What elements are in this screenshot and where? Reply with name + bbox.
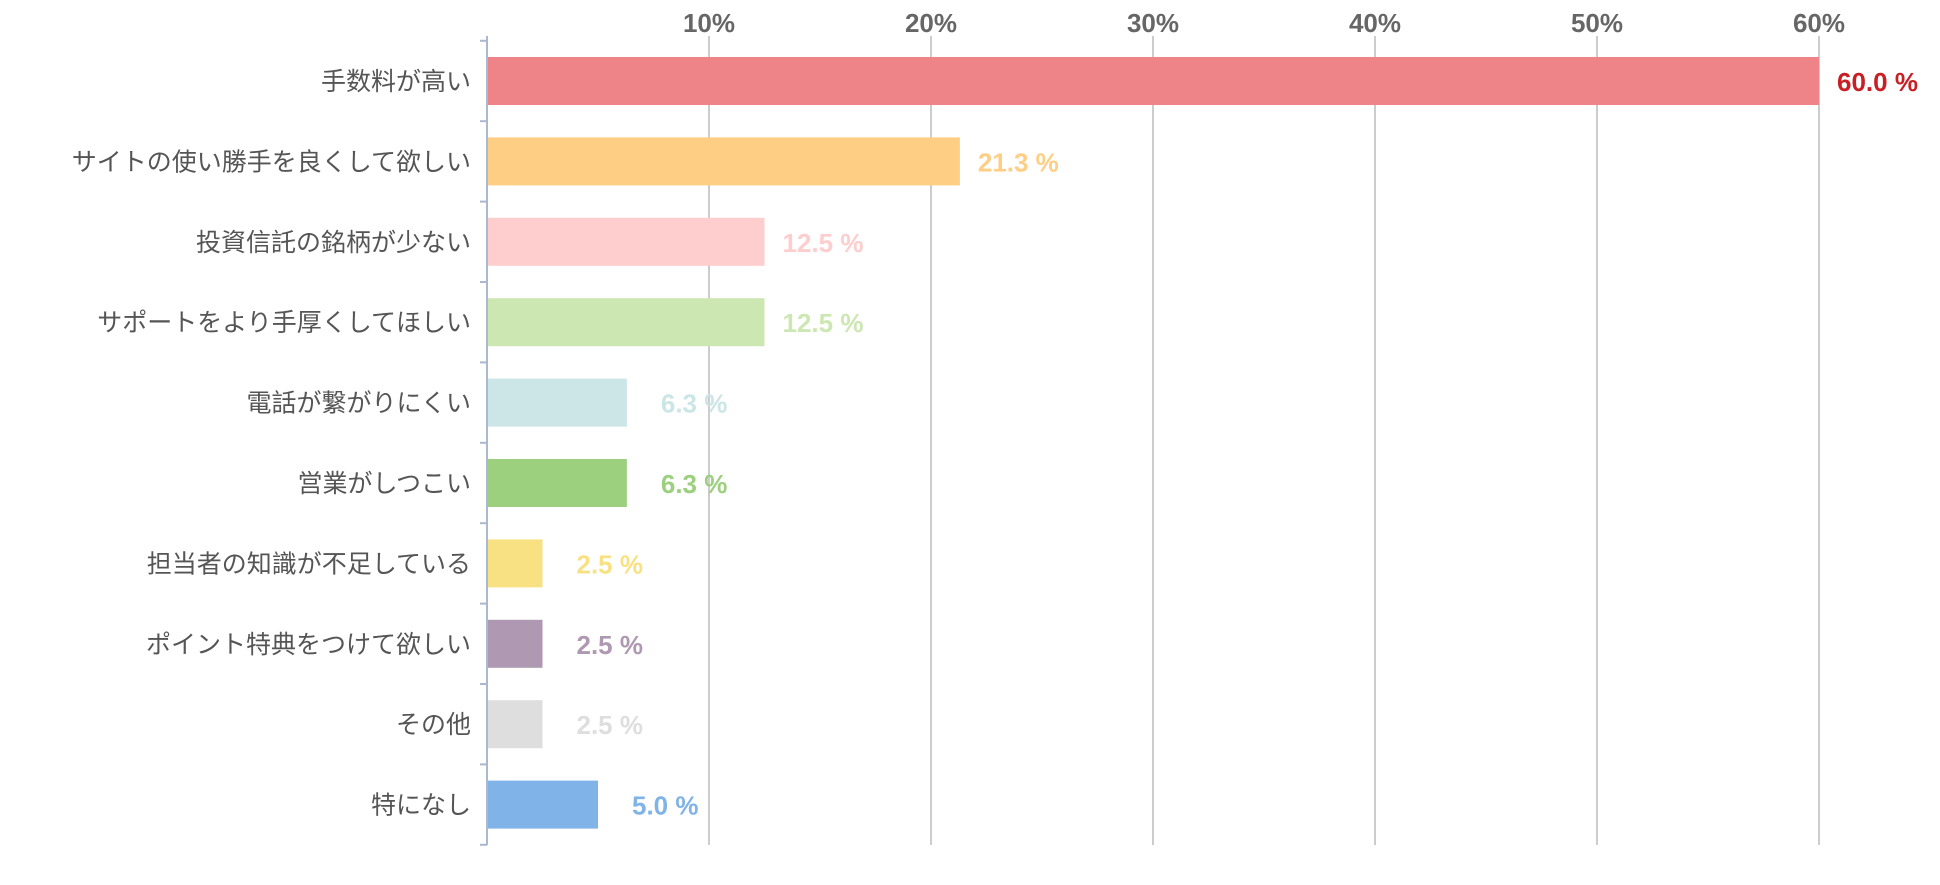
x-tick-label: 40% [1349, 8, 1401, 38]
category-label: 電話が繋がりにくい [246, 389, 471, 418]
bar [488, 700, 543, 749]
value-label: 21.3 % [978, 147, 1059, 177]
category-label: 手数料が高い [321, 67, 471, 96]
y-axis [480, 36, 488, 846]
x-tick-label: 10% [683, 8, 735, 38]
bar [488, 57, 1819, 105]
bar [488, 619, 543, 668]
value-label: 60.0 % [1837, 67, 1918, 97]
value-label: 2.5 % [577, 710, 644, 740]
value-labels: 60.0 % 21.3 % 12.5 % 12.5 % 6.3 % 6.3 % 2.5 % 2… [577, 67, 1918, 821]
value-label: 6.3 % [661, 469, 728, 499]
bar [488, 378, 627, 427]
category-label: 営業がしつこい [297, 469, 471, 498]
bar [488, 780, 598, 829]
category-label: 担当者の知識が不足している [147, 549, 471, 578]
category-label: サイトの使い勝手を良くして欲しい [72, 147, 471, 176]
value-label: 6.3 % [661, 389, 728, 419]
bar [488, 217, 765, 266]
bar [488, 459, 627, 507]
value-label: 2.5 % [577, 630, 644, 660]
bar [488, 298, 765, 347]
category-label: 投資信託の銘柄が少ない [196, 228, 471, 257]
x-tick-label: 20% [905, 8, 957, 38]
value-label: 12.5 % [783, 308, 864, 338]
x-tick-label: 50% [1571, 8, 1623, 38]
bar [488, 137, 960, 186]
value-label: 5.0 % [632, 791, 699, 821]
category-label: ポイント特典をつけて欲しい [146, 630, 471, 659]
value-label: 12.5 % [783, 228, 864, 258]
category-label: 特になし [371, 791, 471, 820]
bars [488, 57, 1819, 829]
category-labels: 手数料が高いサイトの使い勝手を良くして欲しい投資信託の銘柄が少ないサポートをより… [72, 67, 471, 820]
bar [488, 539, 543, 588]
category-label: その他 [396, 710, 471, 739]
category-label: サポートをより手厚くしてほしい [97, 308, 471, 337]
x-tick-label: 30% [1127, 8, 1179, 38]
value-label: 2.5 % [577, 549, 644, 579]
x-axis-ticks: 10% 20% 30% 40% 50% 60% [683, 8, 1845, 38]
x-tick-label: 60% [1793, 8, 1845, 38]
